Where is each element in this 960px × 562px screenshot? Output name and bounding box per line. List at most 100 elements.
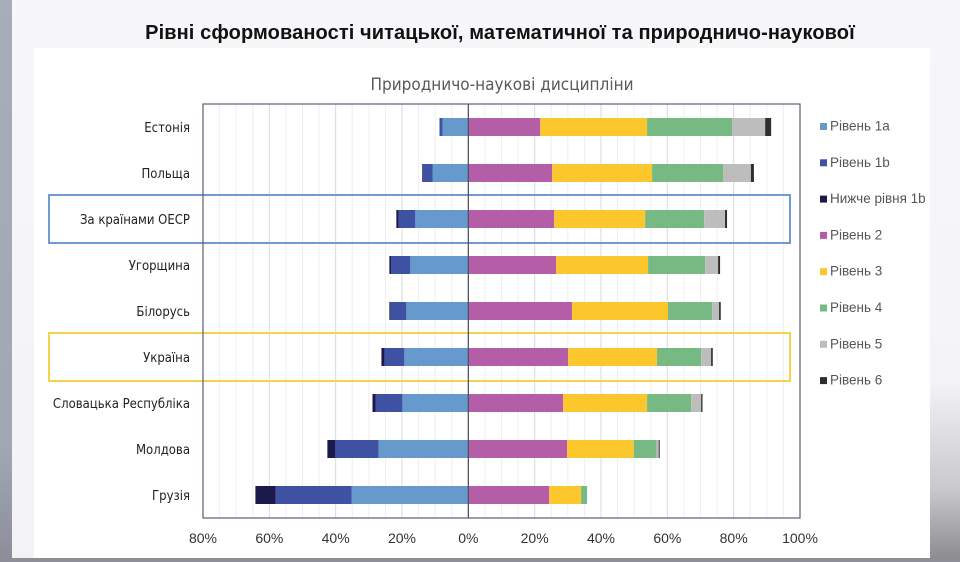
bar-segment — [384, 348, 405, 366]
bar-segment — [468, 256, 557, 274]
bar-segment — [327, 440, 336, 458]
category-label: Білорусь — [136, 305, 190, 320]
bar-segment — [554, 210, 646, 228]
legend-label: Рівень 3 — [830, 264, 882, 279]
category-label: Словацька Республіка — [53, 397, 190, 412]
x-tick-label: 0% — [458, 530, 478, 546]
bar-segment — [335, 440, 379, 458]
bar-segment — [581, 486, 588, 504]
legend-swatch — [820, 268, 827, 276]
x-tick-label: 40% — [587, 530, 615, 546]
category-label: Грузія — [152, 489, 190, 504]
category-label: Польща — [141, 167, 190, 182]
bar-segment — [389, 256, 392, 274]
x-tick-label: 80% — [189, 530, 217, 546]
bar-segment — [372, 394, 376, 412]
legend-label: Рівень 2 — [830, 227, 882, 242]
bar-segment — [658, 440, 660, 458]
bar-segment — [540, 118, 648, 136]
legend-label: Рівень 4 — [830, 300, 883, 315]
category-labels: Естонія Польща За країнами ОЕСР Угорщина Біл… — [53, 121, 190, 504]
legend-swatch — [820, 123, 827, 130]
x-tick-label: 20% — [388, 530, 416, 546]
highlight-box — [48, 332, 791, 382]
legend-swatch — [820, 231, 827, 239]
highlight-box — [48, 194, 791, 244]
bar-segment — [647, 118, 733, 136]
bar-segment — [255, 486, 276, 504]
bar-segment — [718, 256, 721, 274]
bar-segment — [765, 118, 772, 136]
bar-segment — [750, 164, 754, 182]
bar-segment — [704, 210, 726, 228]
x-tick-label: 60% — [653, 530, 681, 546]
bar-segment — [656, 440, 659, 458]
bar-segment — [422, 164, 433, 182]
legend-item: Рівень 6 — [820, 373, 882, 388]
legend-item: Рівень 2 — [820, 227, 882, 242]
bar-segment — [657, 348, 702, 366]
bar-segment — [725, 210, 728, 228]
legend-label: Рівень 6 — [830, 373, 882, 388]
legend-label: Рівень 1a — [830, 119, 890, 134]
x-tick-label: 100% — [782, 530, 818, 546]
x-tick-labels: 80% 60% 40% 20% 0% 20% 40% 60% 80% 100% — [189, 530, 818, 546]
bar-segment — [402, 394, 469, 412]
legend-swatch — [820, 377, 827, 385]
chart-title: Природничо-наукові дисципліни — [370, 75, 633, 95]
category-label: Угорщина — [129, 259, 190, 274]
highlight-boxes — [48, 194, 791, 382]
bar-segment — [468, 210, 555, 228]
legend-item: Рівень 3 — [820, 264, 882, 279]
bar-segment — [468, 164, 553, 182]
legend-swatch — [820, 159, 827, 167]
bar-segment — [375, 394, 403, 412]
bar-segment — [468, 394, 564, 412]
bar-segment — [701, 348, 712, 366]
bar-segment — [719, 302, 721, 320]
bar-segment — [567, 440, 634, 458]
bar-segment — [406, 302, 469, 320]
bar-segment — [439, 118, 443, 136]
slide-title: Рівні сформованості читацької, математич… — [145, 22, 855, 44]
bar-segment — [389, 302, 391, 320]
bar-segment — [556, 256, 649, 274]
bar-segment — [381, 348, 385, 366]
legend-item: Рівень 1a — [820, 119, 890, 134]
bar-segment — [468, 118, 541, 136]
bar-segment — [468, 302, 573, 320]
bar-segment — [647, 394, 692, 412]
bar-segment — [711, 348, 713, 366]
bar-segment — [468, 486, 550, 504]
legend-item: Рівень 4 — [820, 300, 883, 315]
slide-corner-shade — [930, 380, 960, 562]
bar-segment — [705, 256, 719, 274]
category-label: Україна — [143, 351, 190, 366]
bar-segment — [701, 394, 703, 412]
x-tick-label: 60% — [255, 530, 283, 546]
bar-segment — [723, 164, 751, 182]
legend-item: Рівень 5 — [820, 336, 882, 351]
chart-bars — [255, 118, 772, 504]
category-label: За країнами ОЕСР — [80, 213, 190, 228]
bar-segment — [442, 118, 469, 136]
plot-frame — [202, 103, 801, 519]
bar-segment — [398, 210, 416, 228]
bar-segment — [415, 210, 469, 228]
bar-segment — [396, 210, 399, 228]
legend-swatch — [820, 195, 827, 203]
bar-segment — [645, 210, 705, 228]
chart-legend: Рівень 1a Рівень 1b Нижче рівня 1b Рівень 2… — [820, 119, 926, 388]
x-tick-label: 80% — [720, 530, 748, 546]
x-tick-label: 40% — [322, 530, 350, 546]
bar-segment — [351, 486, 469, 504]
bar-segment — [391, 256, 411, 274]
legend-swatch — [820, 340, 827, 348]
bar-segment — [563, 394, 648, 412]
bar-segment — [691, 394, 702, 412]
bar-segment — [712, 302, 720, 320]
bar-segment — [732, 118, 766, 136]
bar-segment — [648, 256, 706, 274]
legend-label: Рівень 5 — [830, 336, 882, 351]
